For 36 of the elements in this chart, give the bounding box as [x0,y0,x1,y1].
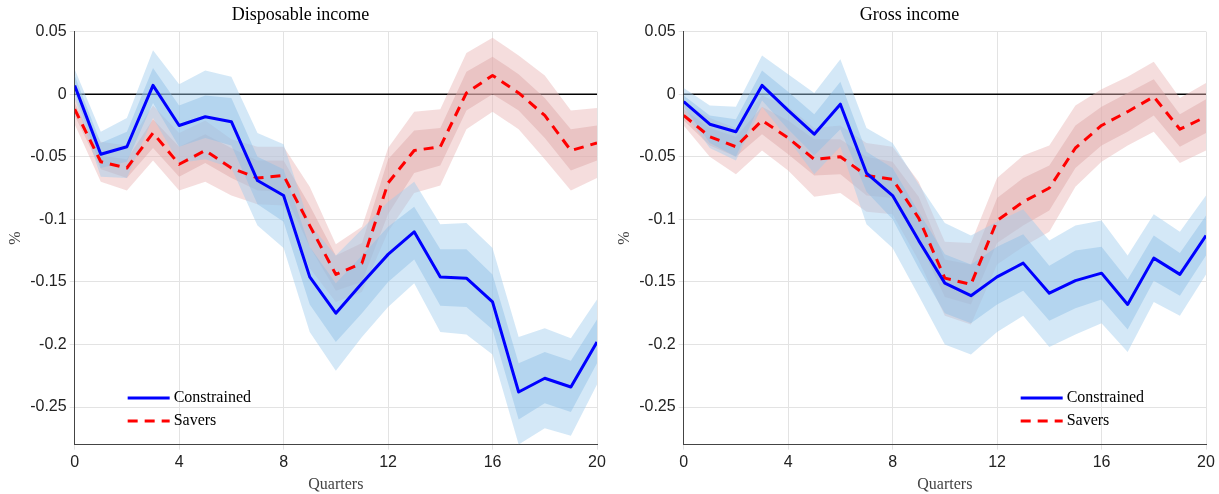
y-tick-label: 0 [666,84,676,102]
y-tick-label: -0.05 [30,147,67,165]
y-tick-label: -0.25 [30,397,67,415]
y-tick-label: 0.05 [35,22,67,40]
x-axis-title: Quarters [917,474,973,492]
y-tick-label: -0.1 [39,209,67,227]
legend-label: Constrained [1066,388,1145,406]
y-axis-title: % [5,231,23,245]
y-tick-label: 0.05 [644,22,676,40]
y-tick-label: -0.2 [39,334,67,352]
x-tick-label: 12 [988,452,1007,470]
x-tick-label: 8 [888,452,898,470]
y-tick-label: -0.05 [639,147,676,165]
x-tick-label: 8 [279,452,289,470]
chart-title: Disposable income [231,3,370,24]
x-tick-label: 4 [783,452,793,470]
x-tick-label: 20 [588,452,606,470]
x-axis-title: Quarters [308,474,364,492]
x-tick-label: 16 [1092,452,1111,470]
legend-label: Savers [1066,411,1110,429]
x-tick-label: 0 [679,452,689,470]
x-tick-label: 12 [379,452,398,470]
x-tick-label: 16 [483,452,502,470]
y-tick-label: 0 [57,84,67,102]
y-tick-label: -0.2 [648,334,676,352]
y-tick-label: -0.15 [639,272,676,290]
legend-label: Constrained [173,388,251,406]
legend-label: Savers [173,411,217,429]
y-tick-label: -0.25 [639,397,676,415]
y-tick-label: -0.1 [648,209,676,227]
x-tick-label: 0 [70,452,80,470]
x-tick-label: 20 [1197,452,1215,470]
x-tick-label: 4 [174,452,184,470]
chart-title: Gross income [859,3,960,24]
y-tick-label: -0.15 [30,272,67,290]
y-axis-title: % [614,231,632,245]
